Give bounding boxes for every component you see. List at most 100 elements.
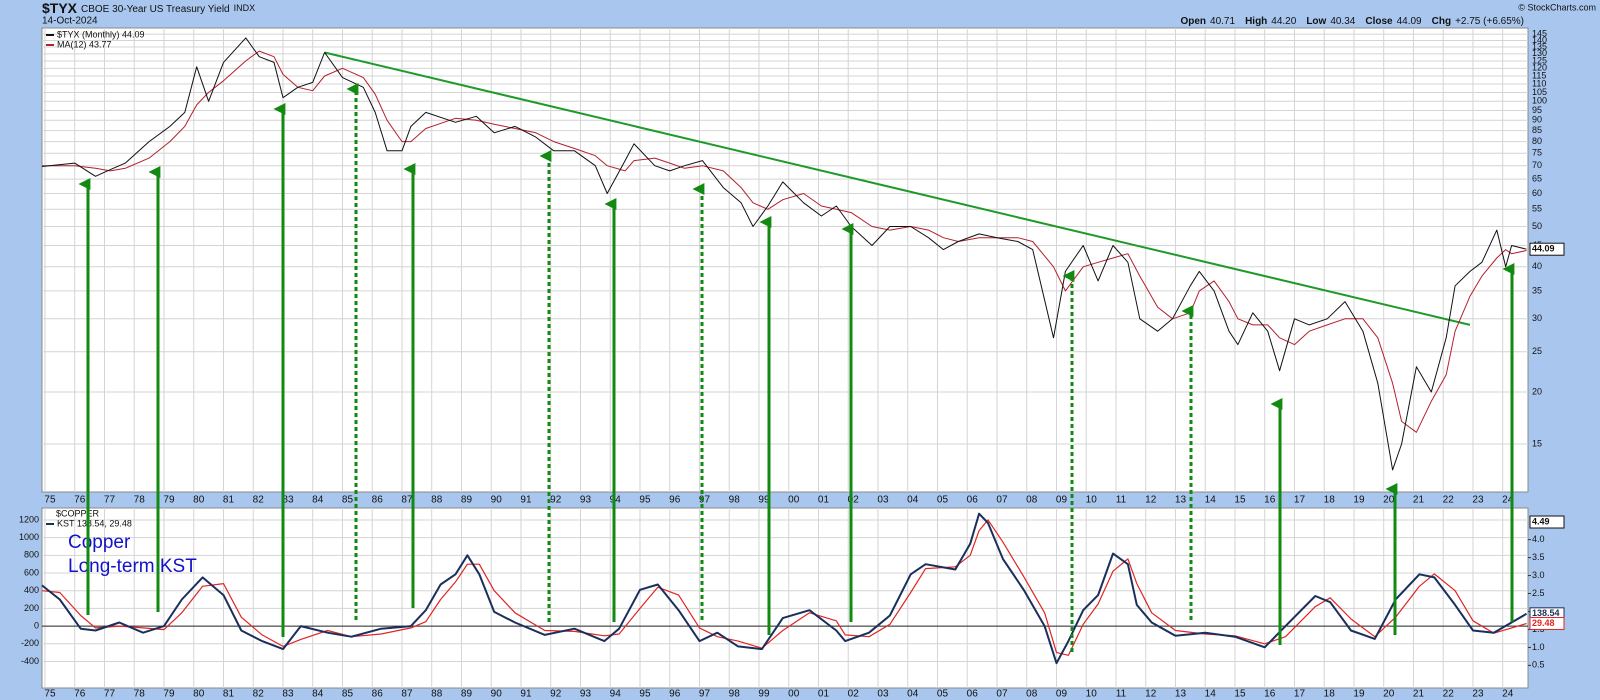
- x-tick-label: 02: [848, 689, 860, 700]
- quote-label: Chg: [1432, 16, 1451, 27]
- x-tick-label: 96: [669, 689, 681, 700]
- x-tick-label: 06: [967, 495, 979, 506]
- y-tick-label: 80: [1532, 136, 1542, 146]
- x-tick-label: 78: [134, 689, 146, 700]
- y-tick-label: 115: [1532, 70, 1546, 80]
- x-tick-label: 16: [1264, 689, 1276, 700]
- panel-title: $COPPER: [56, 508, 100, 518]
- x-tick-label: 96: [669, 495, 681, 506]
- symbol: $TYX: [42, 0, 78, 16]
- x-tick-label: 22: [1443, 495, 1455, 506]
- x-tick-label: 15: [1234, 495, 1246, 506]
- arrow-layer: [78, 83, 1515, 652]
- quote: Open 40.71 High 44.20 Low 40.34 Close 44.09 Chg +…: [1180, 16, 1524, 27]
- trendline: [324, 51, 1471, 326]
- exchange: INDX: [234, 3, 256, 13]
- x-tick-label: 03: [877, 689, 889, 700]
- last-value-tag: 44.09: [1532, 244, 1555, 254]
- x-tick-label: 12: [1145, 689, 1157, 700]
- y-tick-label: 200: [24, 603, 39, 613]
- x-tick-label: 11: [1116, 495, 1127, 506]
- y-tick-label: 100: [1532, 96, 1547, 106]
- last-price-tag: 4.49: [1532, 516, 1550, 526]
- y2-tick-label: 2.5: [1532, 588, 1545, 598]
- series-line: [42, 50, 1527, 433]
- x-tick-label: 24: [1502, 495, 1514, 506]
- y-tick-label: 70: [1532, 160, 1542, 170]
- annotation: Copper: [68, 532, 131, 553]
- quote-label: High: [1245, 16, 1267, 27]
- annotation: Long-term KST: [68, 556, 197, 577]
- x-tick-label: 07: [996, 689, 1008, 700]
- x-tick-label: 78: [134, 495, 146, 506]
- y-tick-label: 400: [24, 585, 39, 595]
- x-tick-label: 80: [193, 689, 205, 700]
- x-tick-label: 03: [877, 495, 889, 506]
- x-tick-label: 93: [580, 689, 592, 700]
- x-tick-label: 09: [1056, 495, 1068, 506]
- x-tick-label: 06: [967, 689, 979, 700]
- y-tick-label: 120: [1532, 63, 1547, 73]
- x-tick-label: 76: [74, 689, 86, 700]
- x-tick-label: 79: [163, 689, 175, 700]
- y-tick-label: 800: [24, 550, 39, 560]
- x-tick-label: 92: [550, 495, 562, 506]
- date: 14-Oct-2024: [42, 16, 98, 27]
- x-tick-label: 08: [1026, 689, 1038, 700]
- x-tick-label: 16: [1264, 495, 1276, 506]
- subtitle: CBOE 30-Year US Treasury Yield: [81, 4, 230, 15]
- x-tick-label: 21: [1413, 689, 1425, 700]
- x-tick-label: 14: [1205, 689, 1217, 700]
- quote-label: Low: [1306, 16, 1326, 27]
- x-tick-label: 13: [1175, 495, 1187, 506]
- quote-value: 44.20: [1271, 16, 1296, 27]
- x-tick-label: 09: [1056, 689, 1068, 700]
- y-tick-label: 55: [1532, 204, 1542, 214]
- y-tick-label: 130: [1532, 48, 1547, 58]
- x-tick-label: 00: [788, 689, 800, 700]
- x-tick-label: 84: [312, 495, 324, 506]
- x-tick-label: 90: [491, 495, 503, 506]
- x-tick-label: 82: [253, 689, 265, 700]
- legend-label: MA(12) 43.77: [57, 39, 112, 49]
- x-tick-label: 77: [104, 495, 116, 506]
- x-tick-label: 98: [729, 689, 741, 700]
- x-tick-label: 01: [818, 495, 830, 506]
- x-tick-label: 20: [1383, 495, 1395, 506]
- x-tick-label: 97: [699, 689, 711, 700]
- x-tick-label: 10: [1086, 689, 1098, 700]
- x-tick-label: 00: [788, 495, 800, 506]
- x-tick-label: 97: [699, 495, 711, 506]
- y-tick-label: 140: [1532, 35, 1547, 45]
- x-tick-label: 99: [758, 495, 770, 506]
- x-tick-label: 19: [1353, 689, 1365, 700]
- x-tick-label: 18: [1324, 689, 1336, 700]
- x-tick-label: 99: [758, 689, 770, 700]
- x-tick-label: 81: [223, 495, 235, 506]
- y-tick-label: 0: [34, 620, 39, 630]
- y-tick-label: 95: [1532, 105, 1542, 115]
- legend-label: KST 138.54, 29.48: [57, 518, 132, 528]
- x-tick-label: 81: [223, 689, 235, 700]
- x-tick-label: 85: [342, 495, 354, 506]
- y-tick-label: 65: [1532, 173, 1542, 183]
- legend-label: $TYX (Monthly) 44.09: [57, 29, 145, 39]
- last-price-tag-box: [1529, 515, 1565, 529]
- y-tick-label: 110: [1532, 78, 1546, 88]
- x-tick-label: 89: [461, 495, 473, 506]
- y2-tick-label: 3.5: [1532, 552, 1545, 562]
- x-tick-label: 12: [1145, 495, 1157, 506]
- x-tick-label: 83: [282, 495, 294, 506]
- x-tick-label: 83: [282, 689, 294, 700]
- y-tick-label: 75: [1532, 148, 1542, 158]
- x-tick-label: 91: [520, 495, 532, 506]
- x-tick-label: 18: [1324, 495, 1336, 506]
- y-tick-label: 30: [1532, 313, 1542, 323]
- x-tick-label: 95: [639, 689, 651, 700]
- y-tick-label: 600: [24, 567, 39, 577]
- y-tick-label: 60: [1532, 188, 1542, 198]
- y-tick-label: -400: [21, 656, 39, 666]
- x-tick-label: 08: [1026, 495, 1038, 506]
- y-tick-label: 1200: [19, 514, 39, 524]
